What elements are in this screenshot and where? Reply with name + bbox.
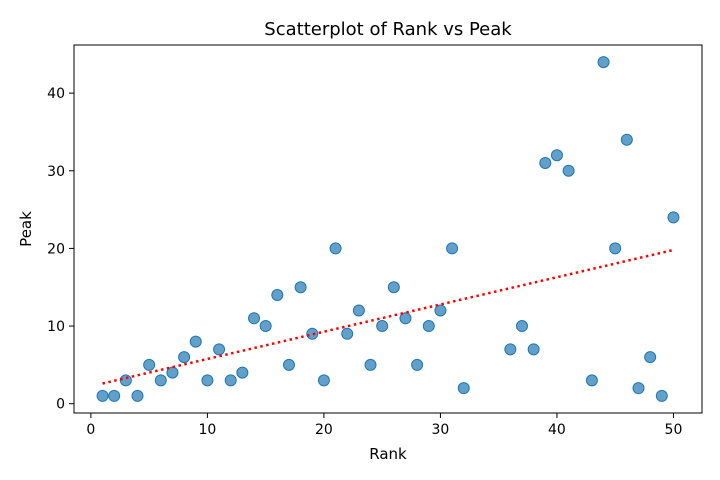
data-point [189, 335, 202, 348]
data-point [644, 351, 657, 364]
y-tick-label: 10 [47, 319, 65, 335]
data-point [667, 211, 680, 224]
axes: 0 10 20 30 40 50 0 10 20 30 40 [47, 44, 703, 438]
data-point [422, 320, 435, 333]
data-point [96, 389, 109, 402]
data-point [108, 389, 121, 402]
data-point [376, 320, 389, 333]
data-point [213, 343, 226, 356]
data-point [131, 389, 144, 402]
data-point [609, 242, 622, 255]
y-tick-label: 20 [47, 241, 65, 257]
data-point [248, 312, 261, 325]
data-point [446, 242, 459, 255]
data-point [632, 382, 645, 395]
data-point [399, 312, 412, 325]
data-point [306, 327, 319, 340]
data-point [585, 374, 598, 387]
data-point [282, 358, 295, 371]
data-point [411, 358, 424, 371]
plot-frame [73, 44, 703, 414]
data-point [154, 374, 167, 387]
data-point [457, 382, 470, 395]
data-point [434, 304, 447, 317]
data-point [143, 358, 156, 371]
data-point [597, 56, 610, 69]
data-point [294, 281, 307, 294]
data-point [352, 304, 365, 317]
data-point [201, 374, 214, 387]
x-tick-label: 40 [548, 422, 566, 438]
data-point [387, 281, 400, 294]
data-point [166, 366, 179, 379]
data-point [527, 343, 540, 356]
data-point [329, 242, 342, 255]
data-point [224, 374, 237, 387]
x-tick-label: 10 [198, 422, 216, 438]
data-point [271, 288, 284, 301]
y-tick-label: 40 [47, 86, 65, 102]
x-tick-label: 30 [432, 422, 450, 438]
data-point [550, 149, 563, 162]
data-point [504, 343, 517, 356]
data-point [655, 389, 668, 402]
data-point [364, 358, 377, 371]
data-point [515, 320, 528, 333]
data-point [620, 133, 633, 146]
x-tick-label: 20 [315, 422, 333, 438]
data-point [562, 164, 575, 177]
chart-title: Scatterplot of Rank vs Peak [264, 19, 512, 40]
data-point [119, 374, 132, 387]
y-axis-label: Peak [17, 211, 35, 247]
x-tick-label: 50 [665, 422, 683, 438]
x-tick-label: 0 [86, 422, 95, 438]
x-axis-label: Rank [369, 445, 407, 463]
data-point [178, 351, 191, 364]
data-point [259, 320, 272, 333]
data-point [236, 366, 249, 379]
data-point [317, 374, 330, 387]
y-tick-label: 0 [56, 397, 65, 413]
trend-line [102, 248, 674, 385]
y-tick-label: 30 [47, 164, 65, 180]
data-point [341, 327, 354, 340]
data-point [539, 157, 552, 170]
plot-area [96, 56, 680, 402]
